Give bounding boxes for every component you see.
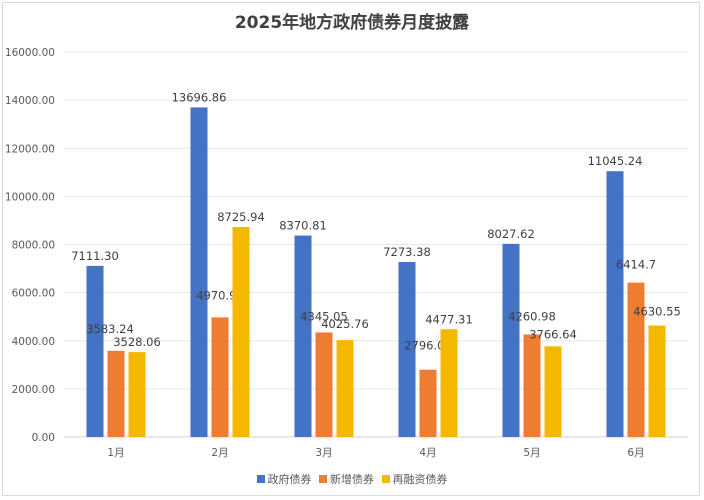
- bar: [606, 171, 624, 437]
- y-tick-label: 14000.00: [5, 95, 55, 107]
- y-tick-label: 0.00: [32, 432, 55, 444]
- bar: [294, 235, 312, 437]
- bar: [211, 317, 229, 437]
- data-label: 7273.38: [383, 245, 431, 259]
- data-label: 4630.55: [633, 305, 681, 319]
- bar: [315, 332, 333, 437]
- data-label: 7111.30: [71, 249, 119, 263]
- data-label: 4025.76: [321, 317, 369, 331]
- bar: [336, 340, 354, 437]
- data-label: 3766.64: [529, 327, 577, 341]
- bar: [398, 261, 416, 437]
- bar: [440, 329, 458, 437]
- x-tick-label: 2月: [211, 447, 228, 459]
- legend-item-gov-bonds[interactable]: 政府债券: [256, 471, 312, 487]
- data-label: 2796.07: [404, 339, 452, 353]
- data-label: 11045.24: [588, 154, 643, 168]
- y-tick-label: 10000.00: [5, 191, 55, 203]
- y-tick-label: 4000.00: [12, 336, 55, 348]
- bar: [232, 227, 250, 437]
- bar: [648, 325, 666, 437]
- legend-label: 再融资债券: [392, 473, 448, 486]
- data-label: 4477.31: [425, 312, 473, 326]
- chart-title: 2025年地方政府债券月度披露: [234, 13, 470, 33]
- legend-swatch-icon: [256, 475, 265, 483]
- legend-swatch-icon: [381, 475, 390, 483]
- y-tick-label: 2000.00: [12, 384, 55, 396]
- x-tick-label: 5月: [523, 447, 540, 459]
- legend-swatch-icon: [319, 475, 327, 483]
- x-tick-label: 3月: [315, 447, 332, 459]
- data-label: 8370.81: [279, 219, 327, 233]
- data-label: 3583.24: [86, 322, 134, 336]
- bar: [523, 334, 541, 437]
- y-tick-label: 16000.00: [5, 47, 55, 59]
- data-label: 3528.06: [113, 335, 161, 349]
- legend-label: 政府债券: [267, 473, 312, 486]
- bar: [627, 282, 645, 437]
- data-label: 4345.05: [300, 309, 348, 323]
- bar: [107, 350, 125, 437]
- data-label: 8725.94: [217, 210, 265, 224]
- bar: [128, 352, 146, 437]
- bar: [502, 243, 520, 437]
- y-tick-label: 8000.00: [12, 240, 55, 252]
- data-label: 6414.7: [616, 258, 656, 272]
- legend: 政府债券 新增债券 再融资债券: [0, 471, 704, 487]
- data-label: 8027.62: [487, 227, 535, 241]
- x-tick-label: 6月: [627, 447, 644, 459]
- legend-item-refinancing-bonds[interactable]: 再融资债券: [381, 471, 448, 487]
- bar: [419, 369, 437, 437]
- bar: [86, 265, 104, 437]
- y-tick-label: 6000.00: [12, 288, 55, 300]
- data-label: 4260.98: [508, 309, 556, 323]
- y-tick-label: 12000.00: [5, 143, 55, 155]
- data-label: 4970.91: [196, 288, 244, 302]
- legend-label: 新增债券: [330, 473, 374, 486]
- legend-item-new-bonds[interactable]: 新增债券: [319, 471, 374, 487]
- bar: [190, 107, 208, 437]
- x-tick-label: 1月: [107, 447, 124, 459]
- x-tick-label: 4月: [419, 447, 436, 459]
- bar: [544, 346, 562, 437]
- data-label: 13696.86: [172, 90, 227, 104]
